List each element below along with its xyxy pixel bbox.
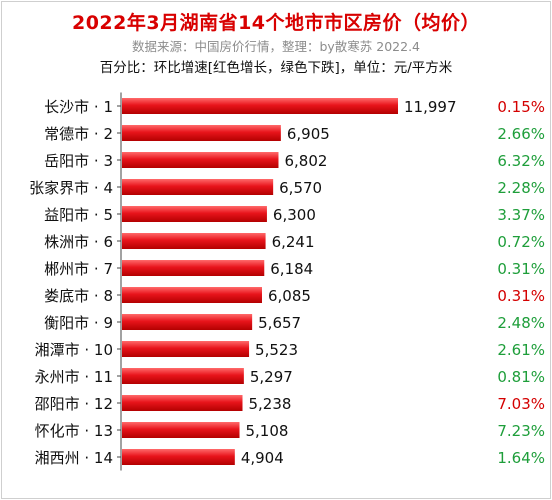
category-label: 湘潭市 · 10 [35, 341, 113, 359]
category-label: 岳阳市 · 3 [44, 152, 113, 170]
change-label: 2.48% [497, 314, 545, 332]
change-label: 0.81% [497, 368, 545, 386]
change-label: 1.64% [497, 449, 545, 467]
bar [122, 260, 265, 276]
category-label: 株洲市 · 6 [44, 233, 113, 251]
change-label: 2.66% [497, 125, 545, 143]
value-label: 6,802 [284, 152, 327, 170]
category-label: 永州市 · 11 [35, 368, 113, 386]
value-label: 6,300 [273, 206, 316, 224]
category-label: 邵阳市 · 12 [35, 395, 113, 413]
category-label: 郴州市 · 7 [44, 260, 113, 278]
category-label: 湘西州 · 14 [35, 449, 113, 467]
bar [122, 287, 262, 303]
change-label: 6.32% [497, 152, 545, 170]
category-label: 益阳市 · 5 [44, 206, 113, 224]
value-label: 5,523 [255, 341, 298, 359]
category-label: 衡阳市 · 9 [44, 314, 113, 332]
category-label: 长沙市 · 1 [44, 98, 113, 116]
bar [122, 206, 267, 222]
value-label: 6,085 [268, 287, 311, 305]
value-label: 4,904 [241, 449, 284, 467]
bar [122, 422, 240, 438]
bar [122, 395, 243, 411]
bar [122, 314, 253, 330]
value-label: 6,184 [270, 260, 313, 278]
change-label: 7.03% [497, 395, 545, 413]
change-label: 0.31% [497, 260, 545, 278]
bar [122, 125, 281, 141]
bar [122, 98, 398, 114]
value-label: 5,108 [246, 422, 289, 440]
category-label: 张家界市 · 4 [29, 179, 113, 197]
value-label: 6,570 [279, 179, 322, 197]
bar [122, 152, 279, 168]
value-label: 6,241 [272, 233, 315, 251]
category-label: 娄底市 · 8 [44, 287, 113, 305]
category-label: 常德市 · 2 [44, 125, 113, 143]
change-label: 0.72% [497, 233, 545, 251]
change-label: 2.28% [497, 179, 545, 197]
chart-note: 百分比：环比增速[红色增长，绿色下跌]，单位：元/平方米 [99, 60, 453, 76]
chart-subtitle: 数据来源：中国房价行情，整理：by散寒苏 2022.4 [131, 39, 421, 54]
change-label: 3.37% [497, 206, 545, 224]
change-label: 0.15% [497, 98, 545, 116]
value-label: 5,238 [249, 395, 292, 413]
category-label: 怀化市 · 13 [35, 422, 113, 440]
chart-title: 2022年3月湖南省14个地市市区房价（均价） [71, 12, 481, 34]
bar [122, 233, 266, 249]
change-label: 2.61% [497, 341, 545, 359]
bar [122, 449, 235, 465]
bar [122, 341, 250, 357]
value-label: 6,905 [287, 125, 330, 143]
change-label: 7.23% [497, 422, 545, 440]
bar [122, 179, 274, 195]
value-label: 5,657 [258, 314, 301, 332]
value-label: 5,297 [250, 368, 293, 386]
change-label: 0.31% [497, 287, 545, 305]
bar [122, 368, 244, 384]
value-label: 11,997 [404, 98, 457, 116]
